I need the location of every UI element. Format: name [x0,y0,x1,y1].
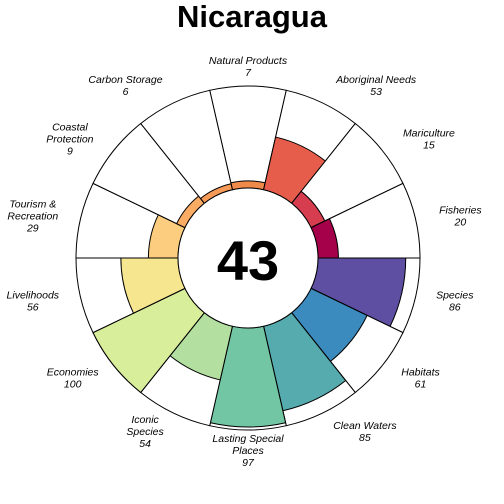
label-economies: Economies 100 [47,367,100,391]
label-tourism-recreation: Tourism & Recreation 29 [7,198,58,234]
label-coastal-protection: Coastal Protection 9 [46,121,93,157]
label-mariculture: Mariculture 15 [403,127,455,151]
label-iconic-species: Iconic Species 54 [126,414,164,450]
label-natural-products: Natural Products 7 [209,55,288,79]
label-clean-waters: Clean Waters 85 [333,420,397,444]
chart-title: Nicaragua [177,0,328,34]
label-habitats: Habitats 61 [401,367,440,391]
label-carbon-storage: Carbon Storage 6 [88,74,162,98]
label-lasting-special-places: Lasting Special Places 97 [212,433,284,469]
center-score: 43 [217,229,279,292]
center-circle [177,187,319,329]
label-aboriginal-needs: Aboriginal Needs 53 [335,74,417,98]
label-species: Species 86 [436,290,474,314]
label-livelihoods: Livelihoods 56 [7,290,60,314]
label-layer: Natural Products 7 Aboriginal Needs 53 Maric… [7,55,483,469]
label-fisheries: Fisheries 20 [439,204,482,228]
petal-layer [75,85,421,431]
